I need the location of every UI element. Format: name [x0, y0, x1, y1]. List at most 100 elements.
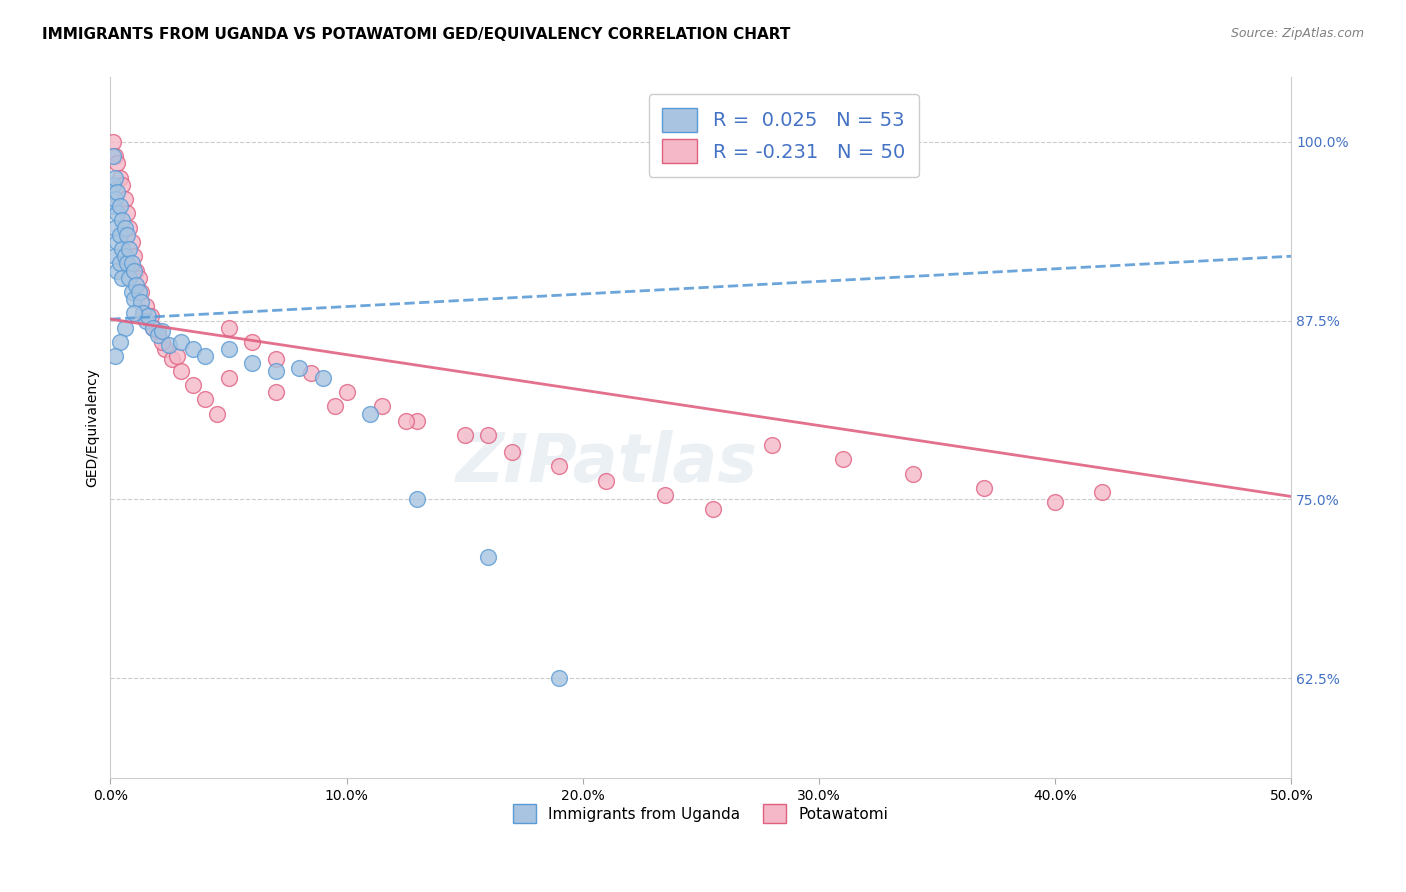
Text: IMMIGRANTS FROM UGANDA VS POTAWATOMI GED/EQUIVALENCY CORRELATION CHART: IMMIGRANTS FROM UGANDA VS POTAWATOMI GED… — [42, 27, 790, 42]
Point — [118, 242, 141, 256]
Point — [336, 385, 359, 400]
Point — [218, 371, 240, 385]
Point — [395, 414, 418, 428]
Point — [170, 363, 193, 377]
Text: ZIPatlas: ZIPatlas — [456, 430, 758, 496]
Point — [654, 488, 676, 502]
Point — [903, 467, 925, 481]
Point — [194, 349, 217, 363]
Point — [111, 242, 134, 256]
Point — [170, 334, 193, 349]
Point — [122, 249, 145, 263]
Point — [150, 334, 173, 349]
Point — [101, 178, 124, 192]
Point — [108, 256, 131, 270]
Point — [122, 263, 145, 277]
Point — [264, 352, 287, 367]
Point — [104, 192, 127, 206]
Point — [136, 310, 159, 324]
Point — [107, 156, 129, 170]
Point — [205, 407, 228, 421]
Point — [146, 324, 169, 338]
Point — [104, 220, 127, 235]
Point — [218, 342, 240, 356]
Point — [108, 334, 131, 349]
Point — [139, 310, 162, 324]
Point — [135, 299, 157, 313]
Point — [122, 306, 145, 320]
Point — [128, 270, 150, 285]
Point — [359, 407, 381, 421]
Point — [240, 334, 263, 349]
Point — [477, 428, 499, 442]
Point — [146, 327, 169, 342]
Point — [107, 263, 129, 277]
Point — [288, 360, 311, 375]
Point — [111, 213, 134, 227]
Point — [477, 549, 499, 564]
Point — [831, 452, 853, 467]
Point — [108, 199, 131, 213]
Point — [160, 352, 183, 367]
Point — [973, 481, 995, 495]
Point — [101, 149, 124, 163]
Point — [129, 295, 152, 310]
Point — [114, 320, 136, 334]
Point — [1043, 495, 1066, 509]
Point — [121, 285, 143, 299]
Point — [101, 199, 124, 213]
Point — [264, 363, 287, 377]
Point — [104, 349, 127, 363]
Point — [101, 135, 124, 149]
Point — [132, 306, 155, 320]
Point — [218, 320, 240, 334]
Point — [548, 459, 571, 474]
Point — [406, 492, 429, 507]
Point — [150, 324, 173, 338]
Point — [111, 178, 134, 192]
Point — [115, 227, 138, 242]
Point — [108, 227, 131, 242]
Point — [104, 170, 127, 185]
Point — [107, 206, 129, 220]
Point — [107, 235, 129, 249]
Point — [264, 385, 287, 400]
Point — [118, 270, 141, 285]
Point — [312, 371, 335, 385]
Point — [181, 342, 204, 356]
Point — [107, 185, 129, 199]
Point — [125, 277, 148, 292]
Point — [142, 320, 165, 334]
Point — [548, 671, 571, 685]
Point — [595, 474, 617, 488]
Point — [132, 306, 155, 320]
Point — [142, 320, 165, 334]
Point — [104, 249, 127, 263]
Point — [299, 367, 322, 381]
Point — [121, 235, 143, 249]
Legend: Immigrants from Uganda, Potawatomi: Immigrants from Uganda, Potawatomi — [502, 794, 900, 834]
Point — [153, 342, 176, 356]
Point — [323, 400, 346, 414]
Point — [240, 356, 263, 370]
Point — [406, 414, 429, 428]
Y-axis label: GED/Equivalency: GED/Equivalency — [86, 368, 100, 487]
Point — [129, 285, 152, 299]
Point — [194, 392, 217, 407]
Point — [702, 502, 724, 516]
Point — [108, 170, 131, 185]
Point — [166, 349, 188, 363]
Text: Source: ZipAtlas.com: Source: ZipAtlas.com — [1230, 27, 1364, 40]
Point — [121, 256, 143, 270]
Point — [128, 285, 150, 299]
Point — [114, 192, 136, 206]
Point — [501, 445, 523, 459]
Point — [371, 400, 394, 414]
Point — [114, 249, 136, 263]
Point — [181, 378, 204, 392]
Point — [135, 313, 157, 327]
Point — [104, 149, 127, 163]
Point — [115, 206, 138, 220]
Point — [1091, 485, 1114, 500]
Point — [115, 256, 138, 270]
